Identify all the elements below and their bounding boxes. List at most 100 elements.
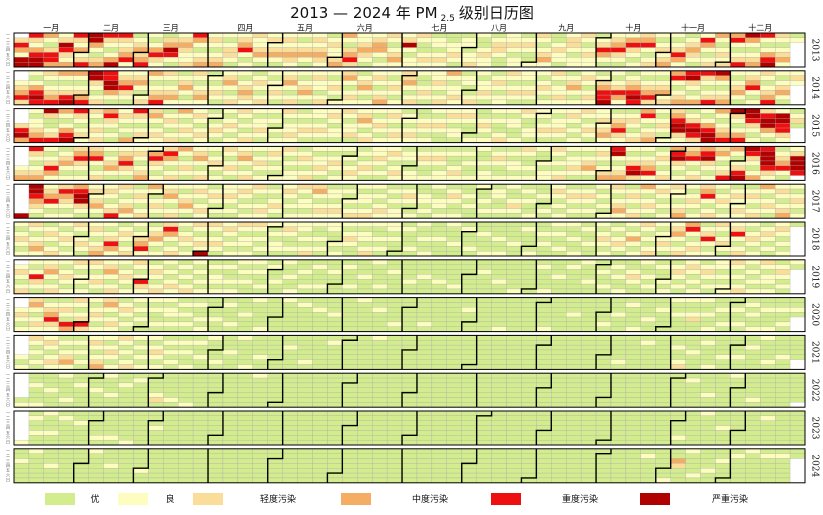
day-cell [73,146,89,152]
day-cell [43,402,59,408]
day-cell [342,312,358,318]
day-cell [536,340,552,346]
day-cell [401,52,418,58]
day-cell [58,453,74,459]
day-cell [252,316,268,323]
day-cell [28,118,44,124]
day-cell [297,410,313,417]
day-cell [327,198,343,204]
day-cell [521,288,537,294]
day-cell [670,47,686,53]
day-cell [267,283,283,290]
day-cell [431,472,447,479]
day-cell [148,99,164,105]
day-cell [178,264,194,270]
day-cell [521,264,537,270]
day-cell [178,118,194,124]
day-cell [431,146,447,152]
day-cell [267,397,283,403]
day-cell [491,477,507,483]
day-cell [506,155,522,162]
day-cell [595,151,612,157]
day-cell [640,90,656,96]
day-cell [178,198,194,204]
day-cell [43,377,59,384]
day-cell [715,312,731,318]
day-cell [461,458,477,464]
day-cell [416,279,433,285]
day-cell [789,203,806,209]
day-cell [476,90,492,96]
day-cell [685,307,701,313]
day-cell [745,85,761,91]
day-cell [282,208,298,214]
day-cell [267,37,283,43]
day-cell [118,420,134,426]
day-cell [118,160,134,166]
day-cell [192,94,209,101]
day-cell [192,221,209,228]
day-cell [178,61,194,68]
day-cell [372,137,388,143]
day-cell [178,321,194,327]
day-cell [431,90,447,96]
day-cell [610,364,627,370]
day-cell [566,307,582,313]
day-cell [88,198,104,204]
day-cell [73,387,89,393]
day-cell [312,349,328,355]
day-cell [252,99,268,105]
day-cell [357,193,373,199]
day-cell [431,193,447,199]
day-cell [237,132,253,138]
day-cell [267,453,283,459]
day-cell [760,70,776,76]
day-cell [312,321,328,327]
day-cell [178,316,194,323]
day-cell [416,463,433,469]
day-cell [700,155,716,162]
day-cell [760,364,776,370]
day-cell [580,127,597,134]
day-cell [431,279,447,285]
day-cell [715,70,731,76]
day-cell [13,85,30,91]
day-cell [252,477,268,483]
weekday-label: 一 [6,297,10,302]
day-cell [401,402,418,408]
day-cell [446,175,462,181]
day-cell [401,221,418,228]
day-cell [148,448,164,454]
day-cell [536,42,552,48]
day-cell [312,402,328,408]
day-cell [222,335,239,341]
day-cell [595,321,612,327]
day-cell [222,477,239,483]
day-cell [670,373,686,379]
day-cell [237,259,253,265]
day-cell [431,231,447,237]
day-cell [655,236,671,242]
day-cell [536,307,552,313]
day-cell [551,160,567,166]
day-cell [730,236,746,242]
day-cell [760,415,776,421]
day-cell [610,415,627,421]
day-cell [58,198,74,204]
day-cell [431,297,447,303]
day-cell [192,402,209,408]
day-cell [610,344,627,351]
day-cell [118,99,134,105]
day-cell [357,208,373,214]
day-cell [118,415,134,421]
day-cell [789,439,806,446]
day-cell [192,170,209,176]
day-cell [789,377,806,384]
day-cell [625,435,641,441]
day-cell [43,226,59,232]
day-cell [655,392,671,398]
day-cell [745,250,761,257]
day-cell [88,137,104,143]
day-cell [610,47,627,53]
day-cell [431,463,447,469]
